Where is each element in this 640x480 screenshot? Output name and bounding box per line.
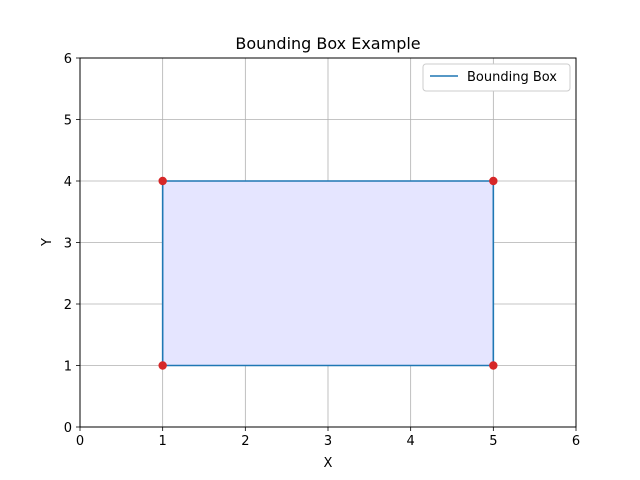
y-tick-label: 1 [64,360,72,375]
corner-point [489,361,498,370]
y-tick-label: 6 [64,52,72,67]
y-tick-label: 2 [64,298,72,313]
legend-label: Bounding Box [467,70,557,85]
y-tick-label: 3 [64,237,72,252]
y-tick-label: 0 [64,421,72,436]
ticks: 0 1 2 3 4 5 6 0 1 2 3 4 5 6 [64,52,580,449]
y-tick-label: 5 [64,114,72,129]
chart-title: Bounding Box Example [235,34,420,53]
y-tick-label: 4 [64,175,72,190]
x-tick-label: 0 [76,434,84,449]
corner-point [489,176,498,186]
plot-data [158,176,498,370]
legend: Bounding Box [422,63,571,92]
x-tick-label: 2 [241,434,249,449]
legend-frame [422,63,571,92]
x-tick-label: 4 [407,434,415,449]
x-axis-label: X [324,456,333,471]
corner-point [158,361,167,370]
corner-point [158,176,167,186]
x-tick-label: 6 [572,434,580,449]
x-tick-label: 1 [159,434,167,449]
y-axis-label: Y [40,238,55,247]
bounding-box-fill [162,181,494,366]
x-tick-label: 5 [489,434,497,449]
x-tick-label: 3 [324,434,332,449]
